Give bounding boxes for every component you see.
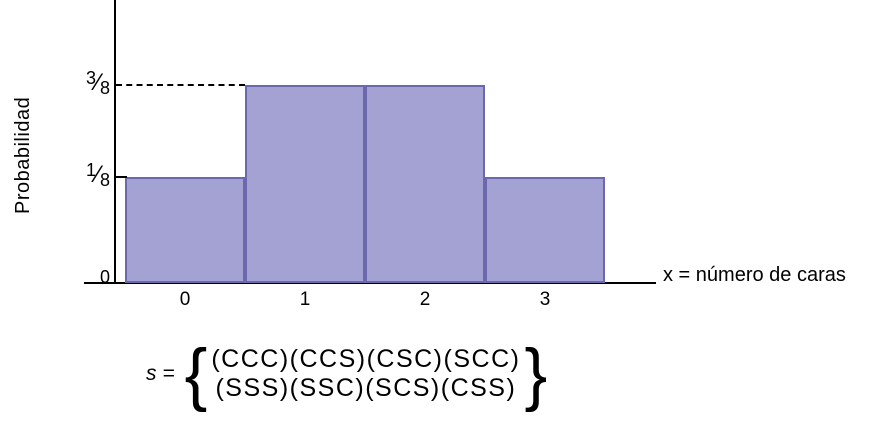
bar-x2: [365, 85, 485, 283]
sample-space-lines: (CCC)(CCS)(CSC)(SCC) (SSS)(SSC)(SCS)(CSS…: [211, 345, 520, 403]
bar-x3: [485, 177, 605, 283]
right-brace: }: [524, 335, 548, 413]
x-tick-label-3: 3: [539, 289, 551, 310]
sample-space-line-2: (SSS)(SSC)(SCS)(CSS): [215, 374, 517, 402]
sample-space: s = { (CCC)(CCS)(CSC)(SCC) (SSS)(SSC)(SC…: [146, 335, 548, 413]
dashed-line-3-8: [116, 84, 245, 86]
y-tick-label-1-8: 1⁄8: [80, 160, 110, 191]
fraction-slash: ⁄: [95, 69, 100, 96]
bar-x0: [125, 177, 245, 283]
sample-space-label: s =: [146, 362, 175, 385]
fraction-denominator: 8: [99, 170, 110, 190]
fraction-numerator: 1: [85, 160, 96, 180]
sample-space-line-1: (CCC)(CCS)(CSC)(SCC): [211, 345, 521, 373]
bar-x1: [245, 85, 365, 283]
x-tick-label-2: 2: [419, 289, 431, 310]
y-tick-label-3-8: 3⁄8: [80, 68, 110, 99]
y-axis-line: [114, 0, 116, 284]
x-axis-line: [84, 282, 656, 284]
x-axis-title: x = número de caras: [663, 264, 846, 286]
left-brace: {: [184, 335, 208, 413]
fraction-numerator: 3: [85, 68, 96, 88]
y-tick-label-0: 0: [99, 267, 110, 287]
fraction-slash: ⁄: [95, 161, 100, 188]
x-tick-label-1: 1: [299, 289, 311, 310]
x-tick-label-0: 0: [179, 289, 191, 310]
fraction-denominator: 8: [99, 78, 110, 98]
dashed-line-1-8: [116, 176, 127, 178]
